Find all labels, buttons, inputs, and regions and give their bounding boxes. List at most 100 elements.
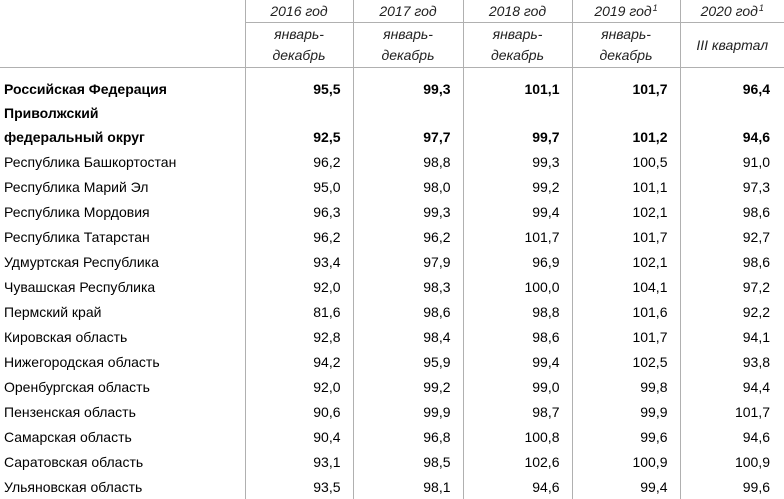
cell-value: 90,6 bbox=[245, 399, 353, 424]
header-period-2016: январь-декабрь bbox=[245, 23, 353, 68]
header-year-2020: 2020 год1 bbox=[680, 0, 784, 23]
cell-value: 98,7 bbox=[463, 399, 572, 424]
header-year-2016: 2016 год bbox=[245, 0, 353, 23]
cell-value: 98,4 bbox=[353, 324, 463, 349]
cell-value: 99,4 bbox=[572, 474, 680, 499]
cell-value: 98,6 bbox=[680, 199, 784, 224]
region-name: Самарская область bbox=[0, 424, 245, 449]
cell-value: 92,0 bbox=[245, 274, 353, 299]
cell-value: 99,2 bbox=[353, 374, 463, 399]
cell-value: 95,9 bbox=[353, 349, 463, 374]
cell-value: 98,8 bbox=[353, 149, 463, 174]
row-volga-district-label: Приволжский bbox=[0, 101, 784, 125]
cell-value: 98,8 bbox=[463, 299, 572, 324]
region-name: Саратовская область bbox=[0, 449, 245, 474]
cell-value: 100,9 bbox=[680, 449, 784, 474]
cell-value: 102,6 bbox=[463, 449, 572, 474]
cell-value: 93,1 bbox=[245, 449, 353, 474]
row-name: Приволжский bbox=[0, 101, 245, 125]
cell-value: 96,2 bbox=[245, 224, 353, 249]
header-period-2018: январь-декабрь bbox=[463, 23, 572, 68]
cell-value: 92,5 bbox=[245, 125, 353, 149]
cell-value: 101,7 bbox=[572, 77, 680, 101]
header-year-2018: 2018 год bbox=[463, 0, 572, 23]
cell-value: 96,9 bbox=[463, 249, 572, 274]
cell-value: 93,4 bbox=[245, 249, 353, 274]
header-row-periods: январь-декабрь январь-декабрь январь-дек… bbox=[0, 23, 784, 68]
region-name: Ульяновская область bbox=[0, 474, 245, 499]
cell-value: 94,1 bbox=[680, 324, 784, 349]
row-volga-federal-district: федеральный округ 92,5 97,7 99,7 101,2 9… bbox=[0, 125, 784, 149]
cell-value: 92,7 bbox=[680, 224, 784, 249]
cell-value: 94,2 bbox=[245, 349, 353, 374]
cell-value: 101,7 bbox=[680, 399, 784, 424]
spacer-row bbox=[0, 68, 784, 78]
footnote-marker: 1 bbox=[653, 3, 658, 13]
region-name: Республика Татарстан bbox=[0, 224, 245, 249]
cell-value: 100,5 bbox=[572, 149, 680, 174]
cell-value: 94,6 bbox=[463, 474, 572, 499]
cell-value: 99,0 bbox=[463, 374, 572, 399]
cell-value: 96,2 bbox=[353, 224, 463, 249]
header-row-years: 2016 год 2017 год 2018 год 2019 год1 202… bbox=[0, 0, 784, 23]
cell-value: 101,7 bbox=[572, 324, 680, 349]
cell-value: 93,5 bbox=[245, 474, 353, 499]
cell-value: 96,4 bbox=[680, 77, 784, 101]
cell-value: 102,5 bbox=[572, 349, 680, 374]
header-year-2017: 2017 год bbox=[353, 0, 463, 23]
cell-value: 100,0 bbox=[463, 274, 572, 299]
cell-value: 99,4 bbox=[463, 199, 572, 224]
cell-value: 98,1 bbox=[353, 474, 463, 499]
region-name: Республика Башкортостан bbox=[0, 149, 245, 174]
cell-value: 95,5 bbox=[245, 77, 353, 101]
cell-value: 99,3 bbox=[353, 199, 463, 224]
cell-value: 99,3 bbox=[353, 77, 463, 101]
cell-value: 100,9 bbox=[572, 449, 680, 474]
cell-value: 94,6 bbox=[680, 424, 784, 449]
cell-value: 99,2 bbox=[463, 174, 572, 199]
header-corner-lower bbox=[0, 23, 245, 68]
cell-value: 95,0 bbox=[245, 174, 353, 199]
cell-value: 92,8 bbox=[245, 324, 353, 349]
cell-value: 96,2 bbox=[245, 149, 353, 174]
cell-value: 98,0 bbox=[353, 174, 463, 199]
cell-value: 98,3 bbox=[353, 274, 463, 299]
header-period-2017: январь-декабрь bbox=[353, 23, 463, 68]
cell-value: 91,0 bbox=[680, 149, 784, 174]
row-name: Российская Федерация bbox=[0, 77, 245, 101]
cell-value: 101,2 bbox=[572, 125, 680, 149]
cell-value: 90,4 bbox=[245, 424, 353, 449]
cell-value: 97,7 bbox=[353, 125, 463, 149]
cell-value: 100,8 bbox=[463, 424, 572, 449]
region-name: Республика Марий Эл bbox=[0, 174, 245, 199]
region-name: Республика Мордовия bbox=[0, 199, 245, 224]
header-corner bbox=[0, 0, 245, 23]
cell-value: 97,9 bbox=[353, 249, 463, 274]
cell-value: 101,7 bbox=[463, 224, 572, 249]
cell-value: 99,6 bbox=[572, 424, 680, 449]
cell-value: 102,1 bbox=[572, 199, 680, 224]
row-name: федеральный округ bbox=[0, 125, 245, 149]
cell-value: 99,6 bbox=[680, 474, 784, 499]
cell-value: 99,3 bbox=[463, 149, 572, 174]
cell-value: 99,9 bbox=[353, 399, 463, 424]
cell-value: 94,6 bbox=[680, 125, 784, 149]
cell-value: 99,7 bbox=[463, 125, 572, 149]
header-year-2019: 2019 год1 bbox=[572, 0, 680, 23]
region-name: Чувашская Республика bbox=[0, 274, 245, 299]
table-header: 2016 год 2017 год 2018 год 2019 год1 202… bbox=[0, 0, 784, 68]
cell-value: 97,3 bbox=[680, 174, 784, 199]
cell-value: 93,8 bbox=[680, 349, 784, 374]
